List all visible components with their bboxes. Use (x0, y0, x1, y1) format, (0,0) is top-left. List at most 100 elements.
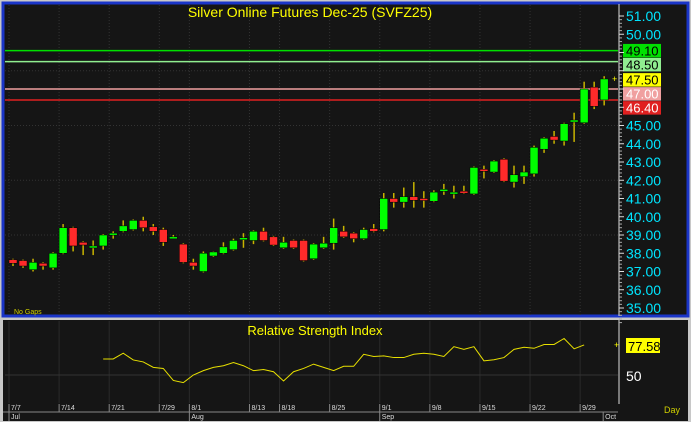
candle-down (259, 231, 268, 241)
candle-up (399, 196, 409, 203)
candle-up (329, 227, 338, 244)
x-tick-label: 8/18 (282, 405, 296, 412)
level-label: 46.40 (626, 101, 659, 116)
candle-down (549, 136, 559, 141)
month-label: Aug (191, 414, 204, 421)
candle-up (239, 237, 248, 240)
candle-down (349, 232, 358, 239)
candle-up (229, 240, 238, 250)
y-tick-label: 40.00 (626, 209, 661, 225)
level-badge (623, 57, 661, 72)
candle-down (149, 226, 158, 232)
x-tick-label: 7/14 (61, 405, 75, 412)
candle-down (339, 231, 348, 238)
candle-down (159, 229, 168, 243)
level-label: 47.50 (626, 73, 659, 88)
candle-down (299, 240, 308, 261)
level-label: 47.00 (626, 87, 659, 102)
month-label: Jul (11, 414, 20, 421)
y-tick-label: 39.00 (626, 227, 661, 243)
level-label: 48.50 (626, 57, 659, 72)
candle-down (479, 169, 489, 172)
y-tick-label: 36.00 (626, 282, 661, 298)
y-tick-label: 42.00 (626, 172, 661, 188)
candle-up (509, 174, 519, 183)
candle-up (169, 236, 178, 240)
chart-title: Silver Online Futures Dec-25 (SVFZ25) (188, 4, 432, 20)
candle-down (18, 260, 28, 267)
x-tick-label: 8/1 (191, 405, 201, 412)
y-tick-label: 45.00 (626, 118, 661, 134)
candle-up (118, 225, 128, 232)
level-badge (623, 101, 661, 115)
candle-down (8, 259, 18, 264)
candle-down (269, 236, 278, 246)
candle-up (128, 220, 138, 230)
x-tick-label: 7/21 (111, 405, 125, 412)
candle-up (279, 242, 288, 249)
rsi-panel (3, 320, 688, 404)
candle-up (28, 262, 38, 270)
x-tick-label: 8/25 (332, 405, 346, 412)
month-label: Sep (382, 414, 395, 421)
y-tick-label: 50.00 (626, 26, 661, 42)
candle-up (48, 253, 58, 269)
candle-down (499, 159, 509, 182)
candle-up (469, 167, 479, 195)
candle-up (219, 246, 228, 254)
candle-down (139, 220, 148, 228)
y-tick-label: 44.00 (626, 136, 661, 152)
month-label: Oct (605, 414, 616, 421)
candle-up (58, 227, 68, 254)
candle-up (519, 171, 529, 177)
candle-down (179, 243, 188, 263)
rsi-last-value: 77.58 (628, 339, 661, 354)
rsi-marker: + (614, 340, 619, 350)
candle-down (459, 190, 469, 194)
candle-up (579, 88, 589, 124)
candle-up (319, 242, 328, 249)
candle-down (369, 228, 378, 232)
x-tick-label: 9/15 (482, 405, 496, 412)
candle-up (449, 191, 459, 195)
candle-up (309, 243, 318, 259)
y-tick-label: 38.00 (626, 245, 661, 261)
rsi-line (103, 337, 585, 384)
candle-up (108, 232, 118, 236)
candle-down (38, 263, 48, 267)
candle-down (189, 262, 198, 267)
candle-up (569, 119, 579, 123)
candle-up (199, 253, 208, 272)
level-badge (623, 87, 661, 101)
candle-up (539, 138, 549, 150)
candle-up (379, 198, 388, 230)
candle-up (249, 231, 258, 241)
level-label: 49.10 (626, 43, 659, 58)
y-tick-label: 41.00 (626, 191, 661, 207)
candle-up (439, 189, 449, 192)
candle-down (289, 240, 298, 249)
candle-down (419, 198, 429, 201)
y-tick-label: 43.00 (626, 154, 661, 170)
x-tick-label: 9/29 (582, 405, 596, 412)
candle-up (429, 191, 439, 202)
candle-up (529, 147, 539, 175)
rsi-last-value-badge (626, 338, 660, 353)
period-label: Day (664, 405, 681, 415)
y-tick-label: 51.00 (626, 8, 661, 24)
last-price-marker: + (612, 74, 617, 84)
candle-up (489, 160, 499, 173)
candle-up (209, 251, 218, 257)
x-tick-label: 8/13 (251, 405, 265, 412)
y-tick-label: 35.00 (626, 300, 661, 316)
candle-up (359, 229, 368, 239)
y-tick-label: 37.00 (626, 264, 661, 280)
x-tick-label: 9/8 (432, 405, 442, 412)
candle-down (68, 227, 78, 247)
x-tick-label: 9/22 (532, 405, 546, 412)
rsi-axis-50: 50 (626, 368, 642, 384)
candle-up (599, 78, 609, 101)
candle-up (559, 123, 569, 142)
rsi-title: Relative Strength Index (247, 323, 383, 338)
